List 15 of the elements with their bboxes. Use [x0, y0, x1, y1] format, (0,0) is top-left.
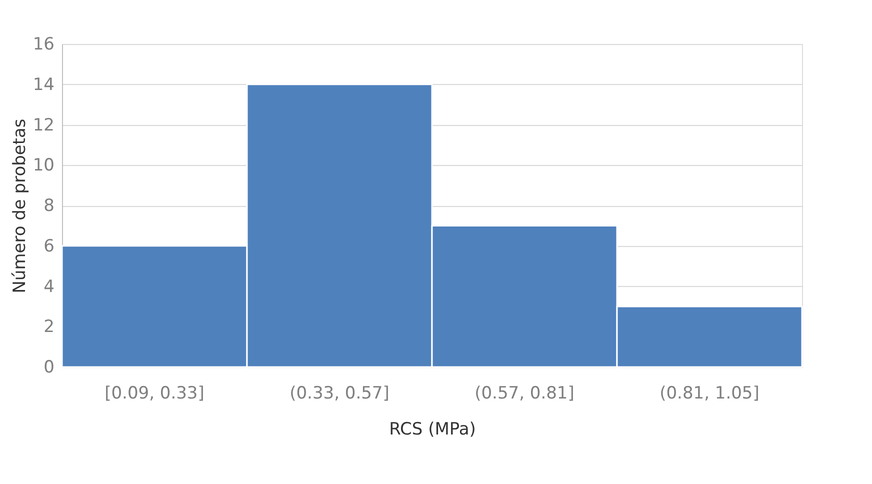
y-tick-label: 10 [32, 156, 54, 176]
y-tick-label: 16 [32, 34, 54, 54]
x-axis-title: RCS (MPa) [389, 420, 476, 440]
y-tick-label: 2 [44, 317, 54, 338]
y-tick-label: 4 [44, 276, 54, 297]
x-tick-label: (0.81, 1.05] [660, 384, 760, 404]
y-tick-label: 6 [44, 236, 54, 256]
y-axis-title: Número de probetas [10, 118, 30, 294]
x-tick-label: (0.33, 0.57] [290, 384, 390, 404]
x-tick-label: (0.57, 0.81] [474, 384, 574, 404]
x-tick-label: [0.09, 0.33] [104, 384, 204, 404]
y-tick-label: 0 [44, 358, 54, 378]
y-tick-label: 12 [32, 115, 54, 136]
y-tick-label: 14 [32, 74, 54, 95]
y-tick-label: 8 [44, 196, 54, 216]
